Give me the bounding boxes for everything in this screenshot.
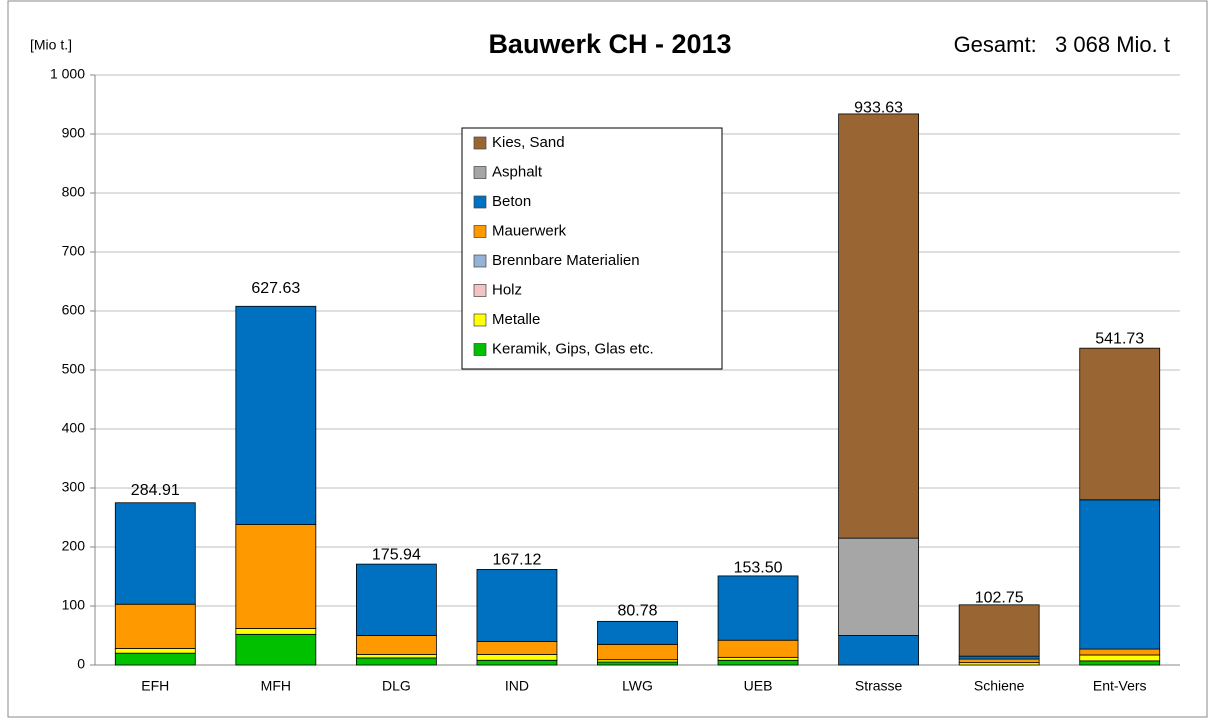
y-tick-label: 200 — [62, 538, 86, 554]
y-tick-label: 600 — [62, 302, 86, 318]
bar-segment — [717, 639, 799, 658]
x-tick-label: EFH — [141, 678, 169, 694]
bar-segment — [114, 652, 196, 666]
data-label: 80.78 — [617, 603, 657, 620]
data-label: 153.50 — [734, 560, 783, 577]
bar-segment — [838, 635, 920, 666]
bar-segment — [597, 620, 678, 645]
legend-swatch — [473, 254, 487, 268]
legend-label: Beton — [492, 193, 531, 210]
bar-segment — [114, 648, 196, 654]
legend-label: Brennbare Materialien — [492, 252, 640, 269]
bar-segment — [114, 603, 196, 649]
bar-segment — [476, 569, 558, 642]
y-tick-label: 0 — [77, 656, 85, 672]
bar-segment — [958, 604, 1040, 657]
bar-segment — [597, 643, 678, 661]
bar-segment — [1079, 654, 1161, 662]
legend-swatch — [473, 343, 487, 356]
legend-label: Mauerwerk — [492, 222, 567, 239]
legend-swatch — [473, 195, 487, 209]
bar-segment — [235, 524, 317, 629]
bar-segment — [355, 563, 437, 636]
annotation: Gesamt: 3 068 Mio. t — [954, 32, 1170, 57]
x-tick-label: IND — [505, 678, 529, 694]
bar-segment — [476, 659, 558, 666]
x-tick-label: UEB — [744, 678, 773, 694]
chart-title: Bauwerk CH - 2013 — [488, 29, 731, 59]
data-label: 627.63 — [251, 280, 300, 297]
y-tick-label: 1 000 — [50, 66, 85, 82]
data-label: 102.75 — [975, 590, 1024, 607]
data-label: 933.63 — [854, 99, 903, 116]
data-label: 541.73 — [1095, 331, 1144, 348]
bar-segment — [114, 502, 196, 605]
bar-segment — [355, 657, 437, 666]
bar-segment — [1079, 347, 1161, 501]
bar-segment — [355, 653, 437, 659]
data-label: 175.94 — [372, 546, 421, 563]
bar-segment — [476, 641, 558, 655]
y-tick-label: 500 — [62, 361, 86, 377]
x-tick-label: Schiene — [974, 678, 1025, 694]
data-label: 284.91 — [131, 482, 180, 499]
bar-segment — [838, 537, 920, 636]
bar-segment — [717, 659, 799, 666]
y-tick-label: 300 — [62, 479, 86, 495]
y-tick-label: 900 — [62, 125, 86, 141]
data-label: 167.12 — [492, 552, 541, 569]
bar-segment — [355, 635, 437, 655]
bar-segment — [235, 305, 317, 525]
x-tick-label: Strasse — [855, 678, 903, 694]
bar-segment — [1079, 648, 1161, 656]
bar-segment — [717, 656, 799, 661]
legend-swatch — [473, 284, 487, 297]
legend-swatch — [473, 225, 487, 238]
bar-segment — [476, 653, 558, 661]
legend-swatch — [473, 166, 487, 179]
legend-swatch — [473, 313, 487, 327]
y-tick-label: 100 — [62, 597, 86, 613]
bar-segment — [958, 655, 1040, 660]
bar-segment — [1079, 499, 1161, 650]
y-tick-label: 800 — [62, 184, 86, 200]
bar-segment — [235, 628, 317, 635]
legend-label: Metalle — [492, 311, 540, 328]
y-tick-label: 700 — [62, 243, 86, 259]
legend-label: Keramik, Gips, Glas etc. — [492, 340, 654, 357]
x-tick-label: MFH — [261, 678, 291, 694]
legend-label: Holz — [492, 281, 522, 298]
legend-label: Kies, Sand — [492, 134, 565, 151]
legend-swatch — [473, 136, 487, 150]
y-tick-label: 400 — [62, 420, 86, 436]
bar-segment — [958, 658, 1040, 664]
legend-box — [461, 127, 723, 370]
bar-segment — [1079, 660, 1161, 666]
bar-segment — [235, 633, 317, 666]
x-tick-label: Ent-Vers — [1093, 678, 1147, 694]
x-tick-label: LWG — [622, 678, 653, 694]
legend-label: Asphalt — [492, 163, 543, 180]
x-tick-label: DLG — [382, 678, 411, 694]
bar-segment — [717, 575, 799, 641]
bar-segment — [838, 113, 920, 539]
bar-segment — [597, 661, 678, 666]
y-axis-label: [Mio t.] — [30, 37, 72, 53]
